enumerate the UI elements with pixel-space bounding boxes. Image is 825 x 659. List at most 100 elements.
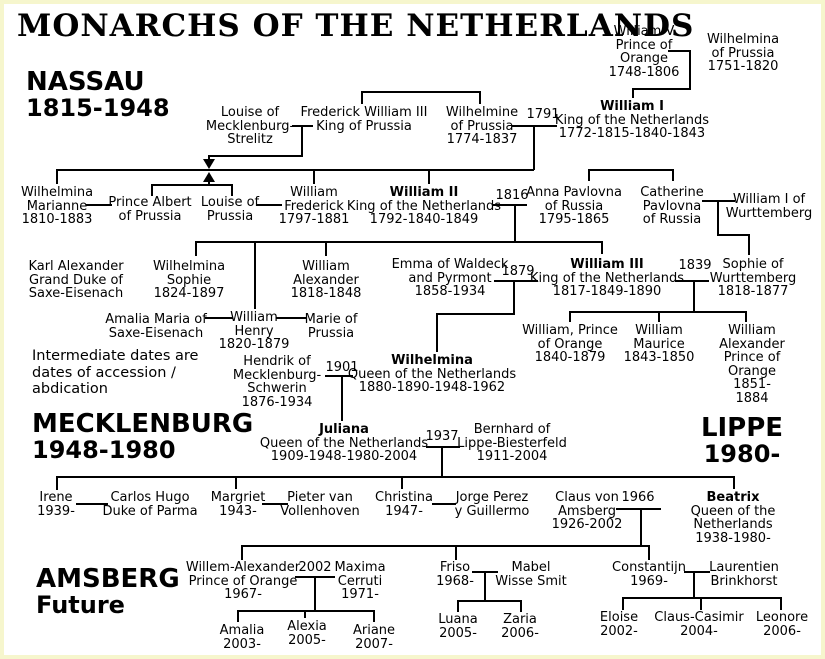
person-details: Cerruti 1971- <box>337 573 383 602</box>
person-name: Willem-Alexander <box>185 560 301 575</box>
person-beatrix: Beatrix Queen of the Netherlands 1938-198… <box>689 491 777 545</box>
person-name: Juliana <box>319 422 369 437</box>
person-ariane: Ariane 2007- <box>353 624 395 651</box>
person-name: Zaria <box>503 612 537 627</box>
person-william-v: William V Prince of Orange 1748-1806 <box>609 25 680 79</box>
person-details: 2002- <box>600 623 638 639</box>
connector-1901-marriage <box>325 375 353 421</box>
section-name: NASSAU <box>26 67 145 97</box>
person-details: 2003- <box>223 636 261 652</box>
person-name: Hendrik of <box>243 354 311 369</box>
person-name: William V <box>613 24 675 39</box>
person-name: William III <box>570 257 644 272</box>
person-maxima: Maxima Cerruti 1971- <box>334 561 385 602</box>
person-catherine-pavlovna: Catherine Pavlovna of Russia <box>640 186 704 227</box>
person-details: King of the Netherlands 1772-1815-1840-1… <box>554 112 710 141</box>
person-details: and Pyrmont 1858-1934 <box>408 270 492 299</box>
person-name: Catherine <box>640 185 704 200</box>
person-eloise: Eloise 2002- <box>600 611 638 638</box>
person-frederick-william-iii: Frederick William III King of Prussia <box>301 106 428 133</box>
person-details: Pavlovna of Russia <box>642 198 702 227</box>
person-prince-albert: Prince Albert of Prussia <box>108 196 191 223</box>
section-heading-mecklenburg: MECKLENBURG 1948-1980 <box>32 410 253 464</box>
person-sophie-of-wurttemberg: Sophie of Wurttemberg 1818-1877 <box>710 258 796 299</box>
person-details: Prince of Orange 1748-1806 <box>608 37 680 80</box>
marriage-year-2002: 2002 <box>298 560 332 575</box>
connector-constantijn-children <box>622 571 782 610</box>
connector-beatrix-children <box>241 545 650 560</box>
person-details: Vollenhoven <box>280 503 360 519</box>
person-details: Prince of Orange 1851-1884 <box>723 350 781 406</box>
person-william-ii: William II King of the Netherlands 1792-1… <box>347 186 501 227</box>
person-details: Saxe-Eisenach <box>108 325 204 341</box>
person-name: William <box>635 323 683 338</box>
person-name: Beatrix <box>706 490 760 505</box>
person-details: Sophie 1824-1897 <box>153 272 225 301</box>
person-name: Amalia <box>219 623 265 638</box>
person-alexia: Alexia 2005- <box>287 620 327 647</box>
person-details: Prussia <box>307 325 355 341</box>
person-name: William I of <box>732 192 806 207</box>
person-willem-alexander: Willem-Alexander Prince of Orange 1967- <box>186 561 300 602</box>
person-name: Jorge Perez <box>455 490 529 505</box>
person-emma-of-waldeck: Emma of Waldeck and Pyrmont 1858-1934 <box>392 258 509 299</box>
person-zaria: Zaria 2006- <box>501 613 539 640</box>
person-anna-pavlovna: Anna Pavlovna of Russia 1795-1865 <box>526 186 622 227</box>
person-hendrik: Hendrik of Mecklenburg- Schwerin 1876-193… <box>233 355 321 409</box>
connector-albert-louise-bracket <box>151 180 233 196</box>
person-leonore: Leonore 2006- <box>756 611 808 638</box>
person-amalia-maria: Amalia Maria of Saxe-Eisenach <box>105 313 207 340</box>
person-details: Wisse Smit <box>495 573 567 589</box>
person-details: 2005- <box>288 632 326 648</box>
person-details: Duke of Parma <box>102 503 198 519</box>
section-years: 1815-1948 <box>26 94 170 123</box>
person-details: King of the Netherlands 1792-1840-1849 <box>346 198 502 227</box>
person-details: Wurttemberg <box>725 205 813 221</box>
person-details: King of Prussia <box>316 118 412 134</box>
person-wilhelmina-marianne: Wilhelmina Marianne 1810-1883 <box>21 186 93 227</box>
person-christina: Christina 1947- <box>375 491 433 518</box>
person-name: Eloise <box>599 610 639 625</box>
person-name: Claus von <box>555 490 619 505</box>
person-details: Prussia <box>206 208 254 224</box>
person-details: 1968- <box>436 573 474 589</box>
person-name: Anna Pavlovna <box>526 185 622 200</box>
person-mabel: Mabel Wisse Smit <box>495 561 566 588</box>
person-william-i: William I King of the Netherlands 1772-18… <box>555 100 709 141</box>
person-name: William <box>230 310 278 325</box>
person-marie-of-prussia: Marie of Prussia <box>305 313 358 340</box>
section-name: MECKLENBURG <box>32 409 254 439</box>
person-name: William Alexander <box>719 323 785 352</box>
person-details: of Prussia <box>118 208 182 224</box>
person-name: Prince Albert <box>108 195 192 210</box>
person-wilhelmina-sophie: Wilhelmina Sophie 1824-1897 <box>153 260 225 301</box>
person-wilhelmina-queen: Wilhelmina Queen of the Netherlands 1880-… <box>348 354 516 395</box>
person-details: of Prussia 1774-1837 <box>446 118 518 147</box>
person-name: Friso <box>439 560 471 575</box>
legend-note: Intermediate dates are dates of accessio… <box>32 348 199 397</box>
person-details: King of the Netherlands 1817-1849-1890 <box>529 270 685 299</box>
marriage-year-1879: 1879 <box>501 264 535 279</box>
person-name: Wilhelmina <box>152 259 226 274</box>
person-irene: Irene 1939- <box>37 491 75 518</box>
person-details: Frederick 1797-1881 <box>278 198 350 227</box>
connector-williamV-marriage <box>632 50 691 98</box>
section-heading-nassau: NASSAU 1815-1948 <box>26 68 170 122</box>
person-william-iii: William III King of the Netherlands 1817-… <box>530 258 684 299</box>
person-details: Alexander 1818-1848 <box>290 272 362 301</box>
person-william-alexander-prince-of-orange: William Alexander Prince of Orange 1851-1… <box>718 324 787 405</box>
page-title: MONARCHS OF THE NETHERLANDS <box>17 8 695 44</box>
person-details: Henry 1820-1879 <box>218 323 290 352</box>
person-details: 2005- <box>439 625 477 641</box>
person-name: Luana <box>438 612 478 627</box>
person-details: 2004- <box>680 623 718 639</box>
person-details: Queen of the Netherlands 1880-1890-1948-… <box>347 366 517 395</box>
person-jorge-perez: Jorge Perez y Guillermo <box>455 491 530 518</box>
person-karl-alexander: Karl Alexander Grand Duke of Saxe-Eisenac… <box>28 260 123 301</box>
section-years: Future <box>36 591 125 620</box>
connector-1839-children <box>569 280 747 322</box>
person-name: William <box>290 185 338 200</box>
person-friso: Friso 1968- <box>436 561 474 588</box>
person-name: William I <box>600 99 664 114</box>
